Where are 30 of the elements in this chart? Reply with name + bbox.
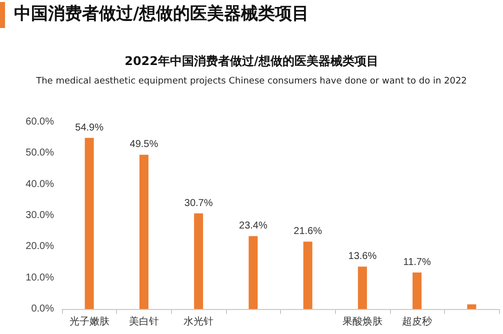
data-label: 13.6%: [348, 251, 377, 262]
chart-title: 2022年中国消费者做过/想做的医美器械类项目: [124, 54, 378, 68]
y-tick-label: 10.0%: [26, 272, 54, 284]
y-tick-label: 50.0%: [26, 148, 54, 159]
data-label: 49.5%: [130, 139, 158, 150]
bar: [303, 242, 312, 309]
data-label: 23.4%: [239, 220, 268, 232]
bar: [84, 138, 94, 309]
bar: [139, 154, 148, 309]
x-tick-label: 超皮秒: [402, 316, 432, 328]
data-label: 11.7%: [403, 257, 431, 268]
y-tick-label: 60.0%: [26, 116, 54, 128]
x-tick-label: 果酸焕肤: [342, 316, 382, 328]
x-tick-label: 水光针: [184, 316, 214, 328]
y-tick-label: 20.0%: [26, 241, 54, 252]
y-tick-label: 0.0%: [31, 304, 54, 314]
data-label: 21.6%: [294, 226, 322, 238]
chart-subtitle: The medical aesthetic equipment projects Chinese consumers have done or want to do in 2022: [35, 76, 467, 86]
bar: [467, 304, 476, 309]
x-tick-label: 美白针: [128, 316, 159, 328]
bar: [248, 236, 258, 309]
data-label: 30.7%: [184, 198, 213, 209]
y-tick-label: 40.0%: [26, 178, 54, 190]
bar: [194, 213, 204, 309]
x-tick-label: 光子嫩肤: [69, 316, 110, 328]
data-label: 54.9%: [75, 122, 104, 134]
text: 中国消费者做过/想做的医美器械类项目: [14, 3, 310, 25]
y-tick-label: 30.0%: [26, 210, 54, 221]
bar: [412, 272, 422, 309]
bar: [358, 266, 367, 309]
